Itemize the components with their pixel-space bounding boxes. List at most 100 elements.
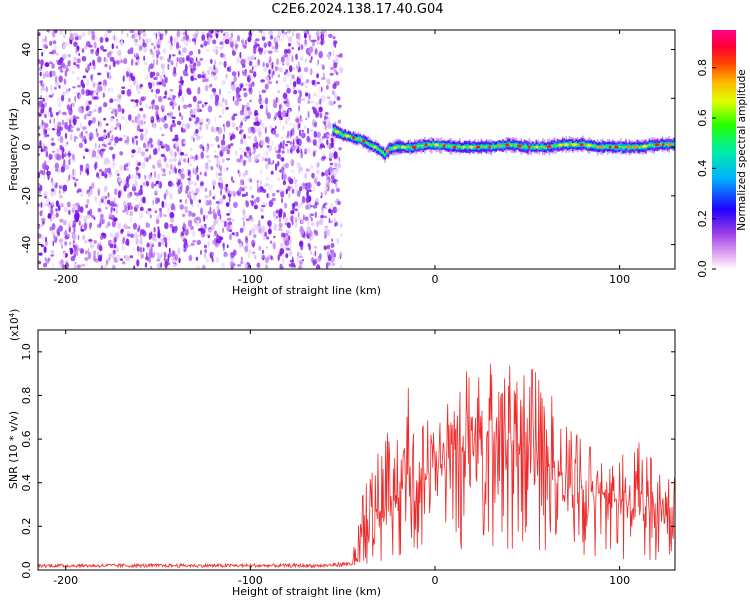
- noise-cell: [100, 235, 104, 240]
- noise-cell: [38, 58, 41, 65]
- noise-cell: [202, 104, 204, 108]
- noise-cell: [240, 260, 244, 265]
- noise-cell: [201, 264, 206, 269]
- noise-cell: [133, 265, 136, 269]
- noise-cell: [55, 112, 59, 116]
- ridge-cell: [390, 148, 393, 150]
- noise-cell: [225, 183, 229, 188]
- ridge-cell: [372, 146, 375, 148]
- noise-cell: [163, 155, 167, 163]
- noise-cell: [157, 241, 162, 248]
- noise-cell: [222, 36, 227, 40]
- noise-cell: [157, 163, 162, 169]
- noise-cell: [282, 110, 287, 118]
- noise-cell: [123, 134, 127, 138]
- noise-cell: [76, 264, 82, 269]
- noise-cell: [312, 39, 317, 42]
- noise-cell: [240, 58, 245, 66]
- noise-cell: [123, 58, 128, 65]
- noise-cell: [282, 140, 285, 146]
- noise-cell: [77, 248, 82, 251]
- noise-cell: [225, 106, 229, 110]
- x-tick-label: 0: [431, 574, 438, 587]
- noise-cell: [235, 86, 241, 94]
- noise-cell: [174, 134, 179, 138]
- noise-cell: [232, 95, 235, 102]
- noise-cell: [67, 30, 73, 33]
- noise-cell: [97, 243, 102, 250]
- noise-cell: [337, 200, 341, 206]
- noise-cell: [313, 186, 315, 194]
- noise-cell: [305, 168, 310, 172]
- noise-cell: [319, 98, 322, 105]
- noise-cell: [298, 105, 300, 112]
- noise-cell: [114, 188, 118, 196]
- noise-cell: [212, 39, 217, 45]
- noise-cell: [59, 57, 64, 64]
- noise-cell: [152, 164, 156, 169]
- noise-cell: [62, 251, 66, 259]
- ridge-cell: [430, 144, 433, 146]
- noise-cell: [134, 175, 139, 180]
- noise-cell: [104, 63, 108, 68]
- noise-cell: [244, 245, 249, 253]
- noise-cell: [223, 186, 226, 190]
- noise-cell: [38, 113, 42, 117]
- noise-cell: [316, 41, 321, 45]
- noise-cell: [272, 192, 276, 197]
- noise-cell: [86, 133, 89, 140]
- ridge-cell: [375, 147, 378, 149]
- noise-cell: [241, 39, 244, 44]
- noise-cell: [309, 59, 312, 63]
- noise-cell: [294, 220, 298, 228]
- noise-cell: [81, 55, 87, 62]
- noise-cell: [97, 108, 102, 114]
- noise-cell: [226, 217, 232, 221]
- noise-cell: [209, 143, 214, 147]
- ridge-peak: [608, 145, 612, 149]
- noise-cell: [133, 53, 136, 58]
- noise-cell: [301, 98, 306, 101]
- noise-cell: [157, 228, 161, 236]
- noise-cell: [100, 45, 104, 51]
- noise-cell: [85, 89, 90, 97]
- noise-cell: [273, 223, 278, 231]
- noise-cell: [103, 102, 105, 109]
- noise-cell: [188, 117, 192, 122]
- noise-cell: [57, 204, 61, 212]
- noise-cell: [136, 259, 140, 267]
- noise-cell: [326, 228, 330, 237]
- ridge-cell: [480, 146, 483, 148]
- noise-cell: [116, 173, 120, 177]
- noise-cell: [207, 36, 212, 44]
- noise-cell: [77, 84, 81, 88]
- noise-cell: [46, 74, 51, 78]
- noise-cell: [185, 198, 188, 205]
- noise-cell: [145, 75, 149, 80]
- noise-cell: [229, 132, 231, 137]
- noise-cell: [189, 60, 192, 64]
- noise-cell: [166, 235, 170, 242]
- noise-cell: [135, 204, 140, 209]
- noise-cell: [326, 116, 331, 123]
- noise-cell: [321, 136, 327, 139]
- noise-cell: [237, 158, 242, 163]
- noise-cell: [283, 173, 287, 181]
- noise-cell: [315, 197, 319, 204]
- noise-cell: [97, 56, 102, 63]
- noise-cell: [298, 259, 304, 265]
- noise-cell: [101, 148, 106, 152]
- noise-cell: [132, 222, 138, 230]
- noise-cell: [204, 253, 206, 259]
- noise-cell: [43, 191, 48, 197]
- noise-cell: [255, 116, 259, 123]
- noise-cell: [84, 45, 87, 50]
- noise-cell: [116, 254, 121, 262]
- noise-cell: [279, 67, 283, 73]
- y-tick-label: 0.6: [20, 430, 33, 448]
- noise-cell: [88, 148, 91, 154]
- noise-cell: [185, 239, 188, 247]
- noise-cell: [228, 195, 231, 203]
- noise-cell: [88, 100, 92, 105]
- noise-cell: [264, 83, 269, 90]
